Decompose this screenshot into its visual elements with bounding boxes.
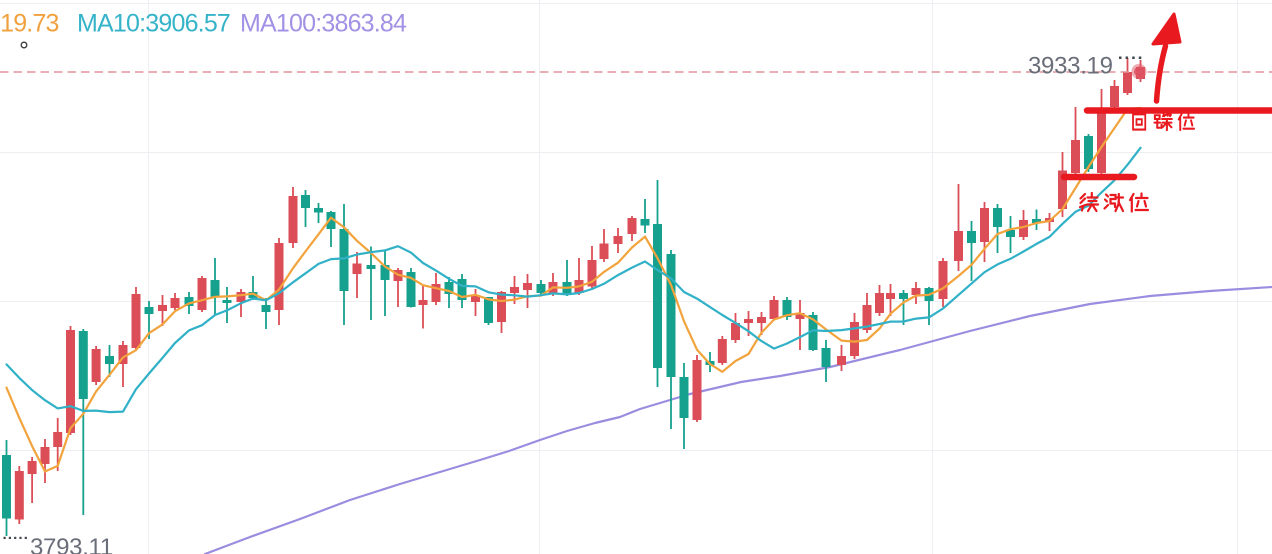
- svg-text:MA10:3906.57: MA10:3906.57: [77, 10, 230, 38]
- svg-text:3933.19: 3933.19: [1028, 53, 1113, 80]
- svg-text:919.73: 919.73: [0, 10, 59, 38]
- svg-text:3793.11: 3793.11: [30, 534, 113, 554]
- svg-text:MA100:3863.84: MA100:3863.84: [240, 10, 407, 38]
